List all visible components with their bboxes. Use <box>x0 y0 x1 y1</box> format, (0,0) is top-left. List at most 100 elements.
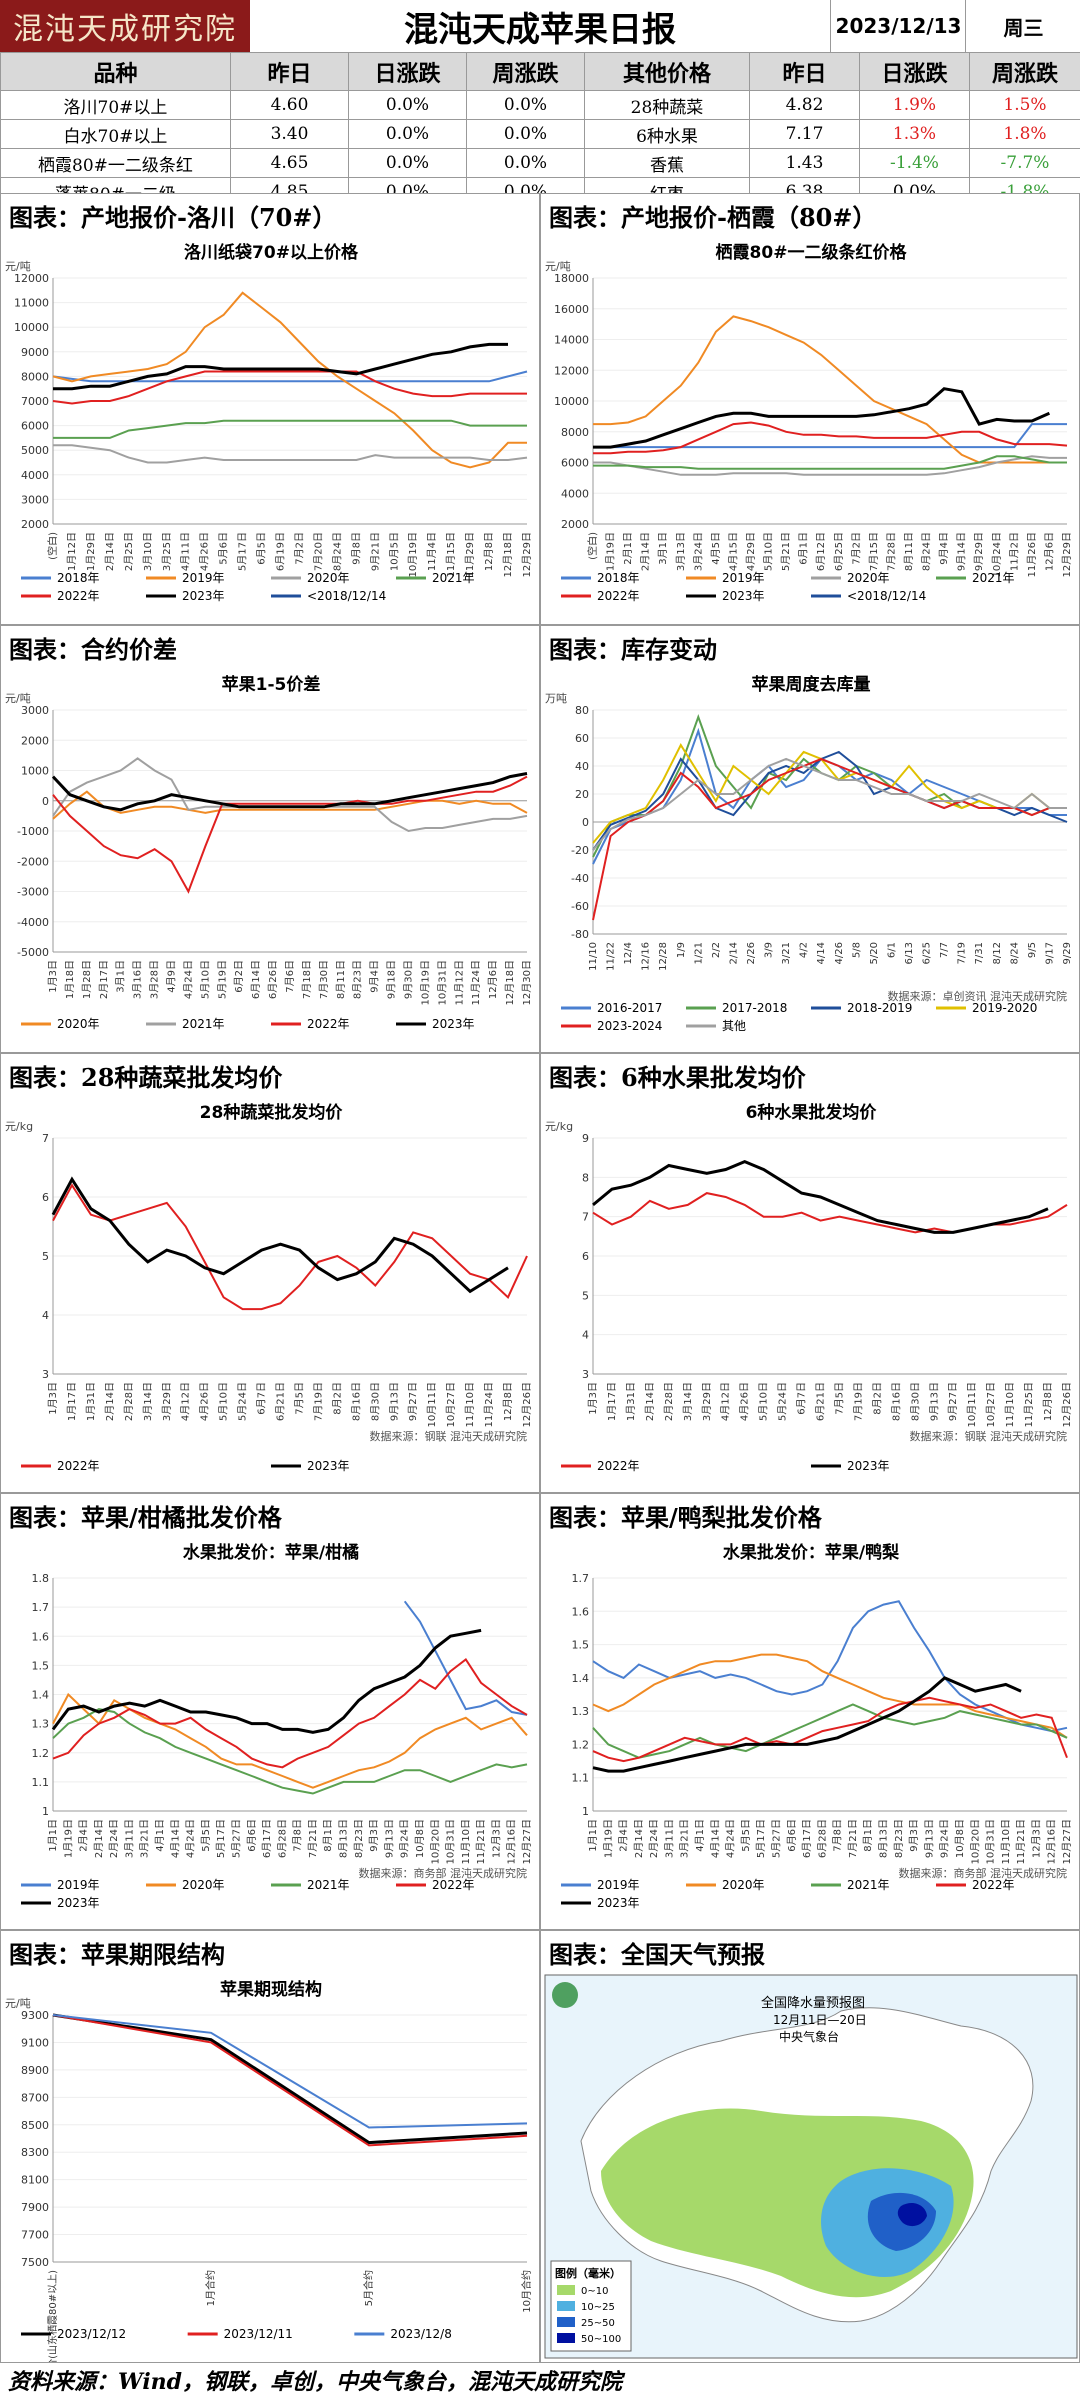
x-tick-label: 6月7日 <box>256 1382 268 1415</box>
x-tick-label: 2/2 <box>711 942 722 958</box>
x-tick-label: 12/16 <box>641 942 652 971</box>
table-cell: 0.0% <box>348 148 467 178</box>
x-tick-label: 3月14日 <box>682 1382 694 1421</box>
legend-label: 2022年 <box>432 1878 475 1892</box>
x-tick-label: 12/4 <box>623 942 634 964</box>
x-tick-label: 3月16日 <box>132 960 144 999</box>
y-tick-label: 9300 <box>21 2009 49 2022</box>
table-row: 栖霞80#一二级条红 4.65 0.0% 0.0% 香蕉 1.43 -1.4% -7.7% <box>0 148 1080 178</box>
x-tick-label: 8月24日 <box>331 532 343 571</box>
y-tick-label: 3 <box>582 1368 589 1381</box>
x-tick-label: 10月31日 <box>985 1819 997 1864</box>
x-tick-label: 8月1日 <box>322 1819 334 1852</box>
x-tick-label: 11月21日 <box>1015 1819 1027 1864</box>
chart-title: 28种蔬菜批发均价 <box>200 1102 344 1123</box>
x-tick-label: 8月13日 <box>338 1819 350 1858</box>
x-tick-label: 7月5日 <box>833 1382 845 1415</box>
x-tick-label: 12/28 <box>658 942 669 971</box>
x-tick-label: 2月24日 <box>108 1819 120 1858</box>
x-tick-label: 11月24日 <box>483 1382 495 1427</box>
y-tick-label: 3000 <box>21 493 49 506</box>
column-header: 品种 <box>0 52 231 91</box>
x-tick-label: 6月17日 <box>801 1819 813 1858</box>
x-tick-label: 8/24 <box>1009 942 1020 964</box>
legend-label: 2018年 <box>597 571 640 585</box>
legend-label: 2022年 <box>972 1878 1015 1892</box>
x-tick-label: 11月10日 <box>1000 1819 1012 1864</box>
x-tick-label: 7月5日 <box>293 1382 305 1415</box>
x-tick-label: 12月3日 <box>1030 1819 1042 1858</box>
y-tick-label: 8 <box>582 1171 589 1184</box>
x-tick-label: 6月6日 <box>246 1819 258 1852</box>
y-tick-label: 1.1 <box>32 1776 50 1789</box>
table-cell: 7.17 <box>749 119 860 149</box>
x-tick-label: 10月20日 <box>969 1819 981 1864</box>
legend-label: 2023/12/8 <box>390 2327 452 2341</box>
chart-title: 苹果1-5价差 <box>222 674 321 695</box>
x-tick-label: 11月25日 <box>1023 1382 1035 1427</box>
x-tick-label: 12月8日 <box>502 1382 514 1421</box>
x-tick-label: 1月1日 <box>587 1819 599 1852</box>
legend-label: 2020年 <box>847 571 890 585</box>
y-tick-label: 7 <box>582 1211 589 1224</box>
x-tick-label: 12月16日 <box>1046 1819 1058 1864</box>
chart-title: 水果批发价：苹果/鸭梨 <box>723 1542 900 1563</box>
x-tick-label: 9月13日 <box>928 1382 940 1421</box>
x-tick-label: 1月1日 <box>47 1819 59 1852</box>
y-tick-label: 6 <box>582 1250 589 1263</box>
series-line <box>52 1708 528 1795</box>
x-tick-label: 12月27日 <box>521 1819 533 1864</box>
legend-label: 2022年 <box>57 589 100 603</box>
x-tick-label: 11月2日 <box>1008 532 1020 571</box>
x-tick-label: 1月29日 <box>85 532 97 571</box>
x-tick-label: 1月28日 <box>81 960 93 999</box>
legend-label: 2020年 <box>182 1878 225 1892</box>
x-tick-label: 6月12日 <box>815 532 827 571</box>
legend-label: 2023年 <box>597 1896 640 1910</box>
x-tick-label: 8月16日 <box>890 1382 902 1421</box>
x-tick-label: 10月8日 <box>954 1819 966 1858</box>
x-tick-label: 6月25日 <box>833 532 845 571</box>
x-tick-label: 6月28日 <box>816 1819 828 1858</box>
series-line <box>593 423 1067 449</box>
table-cell: 1.3% <box>859 119 970 149</box>
y-tick-label: 5000 <box>21 444 49 457</box>
x-tick-label: 9月3日 <box>908 1819 920 1852</box>
x-tick-label: 2月14日 <box>104 1382 116 1421</box>
legend-swatch <box>557 2333 575 2343</box>
x-tick-label: 7月8日 <box>292 1819 304 1852</box>
x-tick-label: 5月27日 <box>230 1819 242 1858</box>
x-tick-label: 5月10日 <box>758 1382 770 1421</box>
x-tick-label: 3月28日 <box>149 960 161 999</box>
legend-label: 2022年 <box>597 589 640 603</box>
x-tick-label: 4月26日 <box>739 1382 751 1421</box>
legend-label: 2022年 <box>307 1017 350 1031</box>
legend-label: 2018-2019 <box>847 1001 912 1015</box>
y-tick-label: 12000 <box>554 364 589 377</box>
series-line <box>592 1192 1068 1234</box>
x-tick-label: 9月3日 <box>368 1819 380 1852</box>
table-cell: 1.43 <box>749 148 860 178</box>
panel-title: 图表：苹果/柑橘批发价格 <box>9 1503 282 1532</box>
table-cell: 4.65 <box>230 148 349 178</box>
x-tick-label: 8月30日 <box>909 1382 921 1421</box>
x-tick-label: 3月21日 <box>139 1819 151 1858</box>
x-tick-label: 7月18日 <box>301 960 313 999</box>
series-line <box>52 1183 528 1311</box>
x-tick-label: 9月13日 <box>923 1819 935 1858</box>
y-tick-label: 1.3 <box>32 1718 50 1731</box>
x-tick-label: 7月30日 <box>318 960 330 999</box>
x-tick-label: 7月6日 <box>284 960 296 993</box>
x-tick-label: 7/31 <box>974 942 985 964</box>
column-header: 其他价格 <box>584 52 750 91</box>
x-tick-label: 11/10 <box>588 942 599 971</box>
y-tick-label: 2000 <box>21 518 49 531</box>
x-tick-label: 4月1日 <box>154 1819 166 1852</box>
x-tick-label: 9月29日 <box>973 532 985 571</box>
x-tick-label: 3月11日 <box>663 1819 675 1858</box>
x-tick-label: 9月8日 <box>350 532 362 565</box>
report-date: 2023/12/13 <box>830 0 966 52</box>
y-tick-label: 40 <box>575 760 589 773</box>
data-source: 数据来源：商务部 混沌天成研究院 <box>359 1866 528 1880</box>
